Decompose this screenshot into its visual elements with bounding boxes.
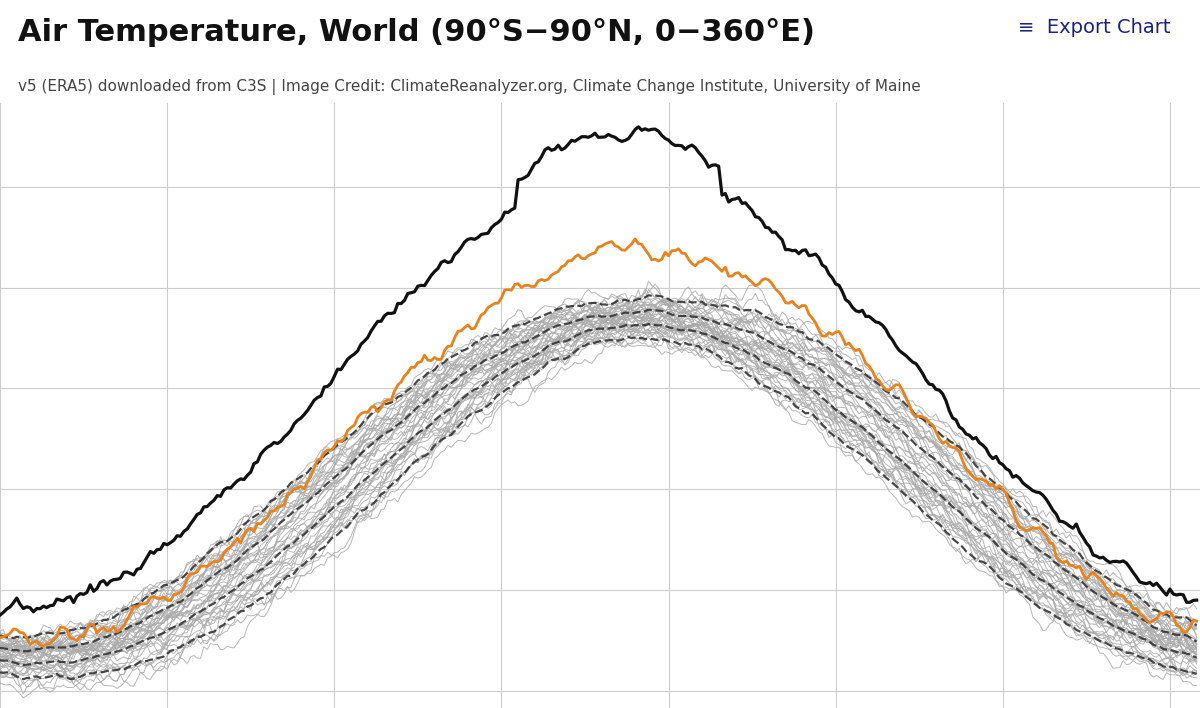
Text: ≡  Export Chart: ≡ Export Chart (1018, 18, 1170, 37)
Text: v5 (ERA5) downloaded from C3S | Image Credit: ClimateReanalyzer.org, Climate Cha: v5 (ERA5) downloaded from C3S | Image Cr… (18, 79, 920, 96)
Text: Air Temperature, World (90°S−90°N, 0−360°E): Air Temperature, World (90°S−90°N, 0−360… (18, 18, 815, 47)
